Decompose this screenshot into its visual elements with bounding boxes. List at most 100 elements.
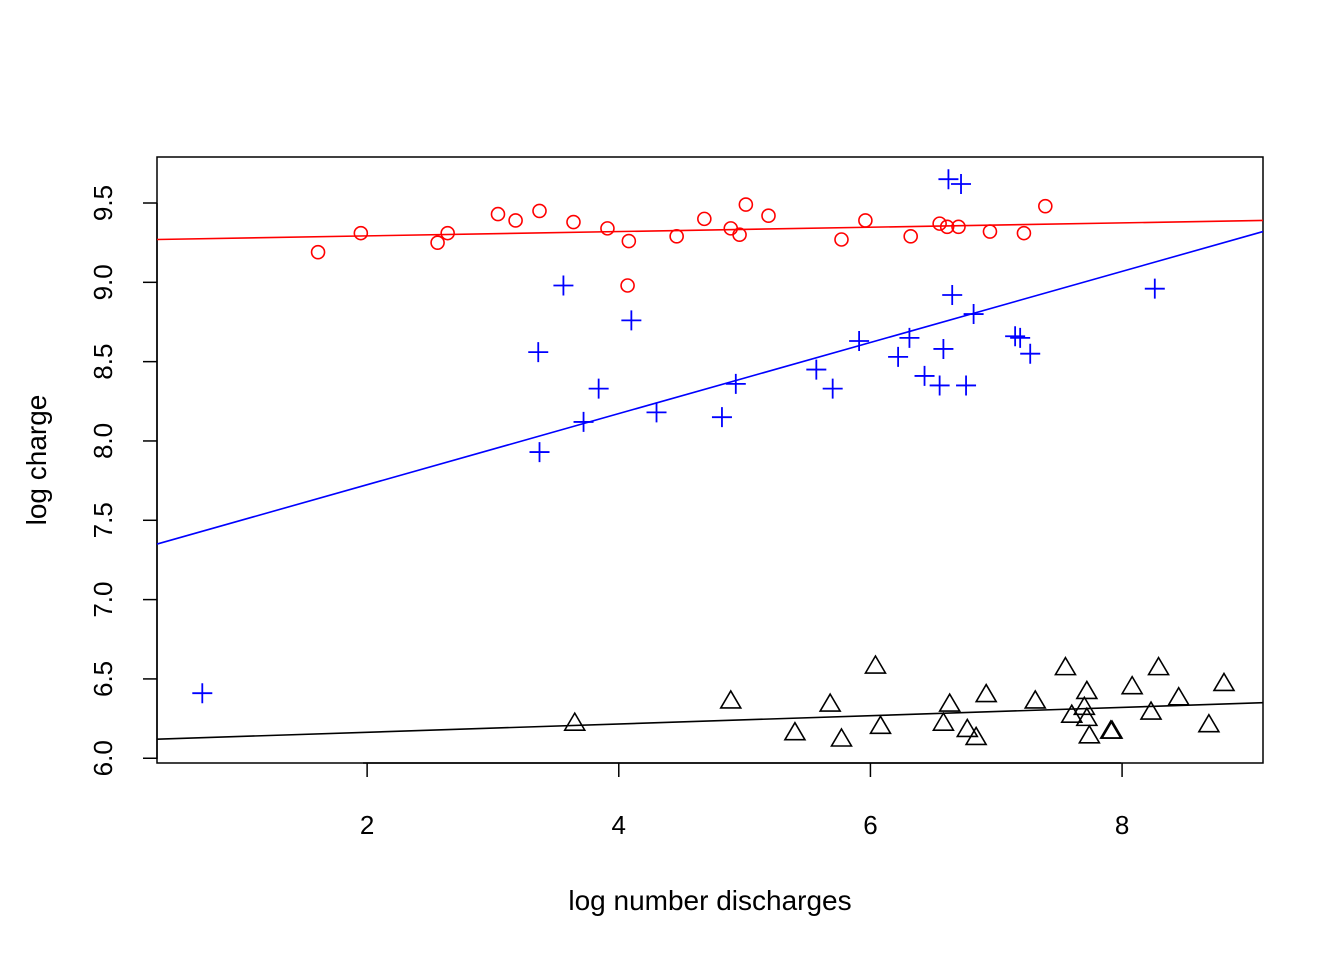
triangle-point [1075, 679, 1099, 700]
triangle-point [1054, 656, 1077, 676]
triangle-point [864, 654, 887, 674]
triangle-point [1120, 675, 1144, 695]
y-tick-label: 7.5 [88, 502, 118, 538]
circle-point [532, 203, 547, 219]
plus-point [888, 346, 909, 367]
circle-point [310, 244, 326, 260]
plus-point [711, 407, 732, 428]
circle-point [600, 221, 615, 236]
plus-point [528, 342, 549, 363]
plus-point [1144, 278, 1165, 299]
triangle-point [1023, 689, 1047, 709]
x-axis-ticks: 2 4 6 8 [360, 763, 1129, 840]
circle-point [732, 227, 747, 243]
plus-point [1005, 326, 1026, 347]
circle-point [951, 219, 966, 235]
circle-point [353, 225, 369, 241]
triangle-point [974, 683, 998, 703]
circle-point [1016, 225, 1032, 241]
y-tick-label: 7.0 [88, 582, 118, 618]
triangle-point [1077, 724, 1101, 744]
regression-line [156, 230, 1264, 545]
triangle-point [1167, 686, 1191, 706]
y-tick-label: 6.0 [88, 740, 118, 776]
circle-point [903, 229, 918, 244]
plus-point [914, 365, 935, 386]
plus-point [621, 310, 642, 331]
plus-point [725, 373, 746, 394]
circle-point [621, 233, 637, 249]
triangle-point [1147, 656, 1170, 676]
x-tick-label: 8 [1115, 810, 1129, 840]
plus-point [933, 338, 954, 359]
data-points [192, 169, 1236, 747]
circle-point [508, 213, 523, 228]
regression-line [156, 701, 1264, 741]
triangle-point [1075, 706, 1099, 727]
plus-point [646, 402, 667, 423]
plus-point [806, 359, 827, 380]
triangle-point [1100, 719, 1124, 739]
triangle-point [932, 711, 955, 731]
circle-point [566, 214, 581, 230]
triangle-point [1139, 700, 1163, 720]
plus-point [938, 169, 959, 190]
triangle-point [1072, 695, 1096, 716]
circle-point [738, 197, 754, 212]
x-tick-label: 4 [612, 810, 626, 840]
plus-point [529, 442, 550, 463]
y-axis-ticks: 6.0 6.5 7.0 7.5 8.0 8.5 9.0 9.5 [88, 185, 157, 776]
circle-point [440, 225, 455, 241]
triangle-point [955, 717, 979, 738]
plus-point [942, 285, 963, 306]
regression-lines [156, 219, 1264, 741]
y-tick-label: 8.0 [88, 423, 118, 459]
plus-point [192, 683, 213, 704]
plus-point [822, 378, 843, 399]
x-axis-label: log number discharges [568, 885, 851, 916]
triangle-point [783, 721, 807, 741]
plus-point [951, 173, 972, 194]
x-tick-label: 6 [863, 810, 877, 840]
circle-point [723, 221, 739, 236]
triangle-point [830, 727, 853, 747]
circle-point [834, 232, 849, 247]
circle-point [858, 213, 873, 228]
plus-point [849, 331, 870, 352]
circle-point [939, 219, 955, 235]
circle-point [669, 229, 684, 244]
y-tick-label: 9.0 [88, 264, 118, 300]
triangle-point [719, 689, 743, 709]
triangle-point [1197, 713, 1221, 733]
triangle-point [818, 692, 842, 712]
triangle-point [869, 714, 892, 735]
circle-point [430, 235, 445, 250]
plus-point [956, 375, 977, 396]
y-tick-label: 6.5 [88, 661, 118, 697]
plus-point [899, 327, 920, 348]
circle-point [1038, 198, 1053, 214]
plus-point [929, 375, 950, 396]
circle-point [761, 208, 776, 223]
circle-point [932, 216, 947, 231]
circle-point [697, 211, 712, 227]
circle-point [620, 278, 635, 293]
plus-point [573, 411, 594, 432]
x-tick-label: 2 [360, 810, 374, 840]
triangle-point [563, 711, 587, 731]
circle-point [490, 206, 506, 222]
plus-point [1020, 343, 1041, 364]
triangle-point [964, 725, 988, 746]
plus-point [553, 275, 574, 296]
triangle-point [1212, 671, 1236, 692]
y-axis-label: log charge [21, 395, 52, 526]
plus-point [588, 378, 609, 399]
triangle-point [938, 692, 962, 712]
regression-line [156, 219, 1264, 241]
y-tick-label: 8.5 [88, 344, 118, 380]
circle-point [982, 224, 998, 239]
plus-point [963, 304, 984, 325]
y-tick-label: 9.5 [88, 185, 118, 221]
plus-point [1010, 327, 1031, 348]
